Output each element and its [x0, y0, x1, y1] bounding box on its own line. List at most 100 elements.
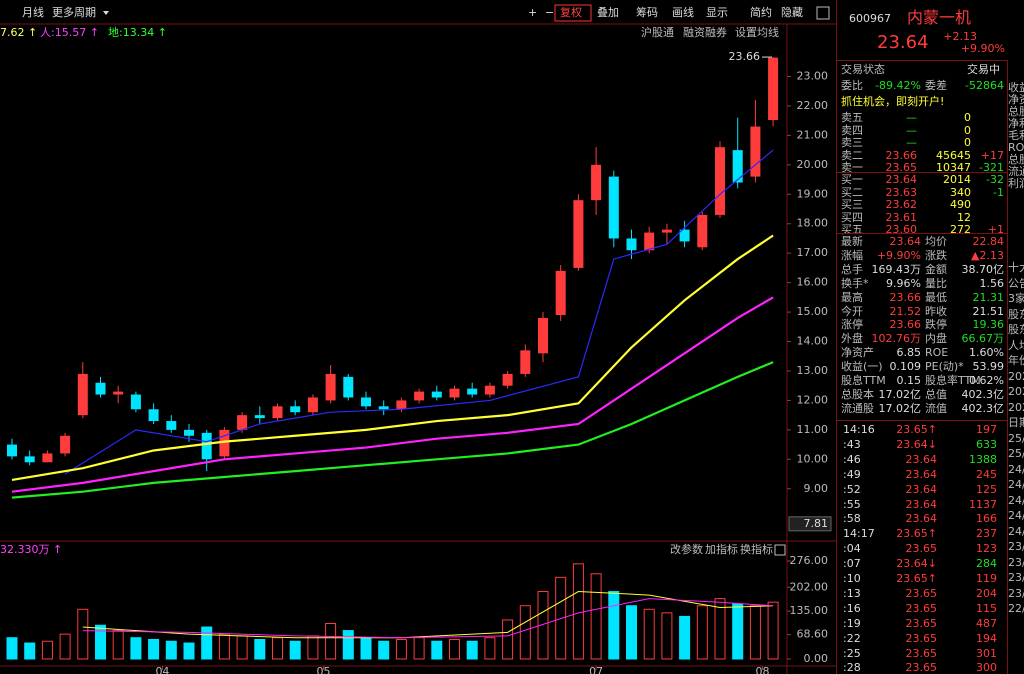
tick-price: 23.65↑	[896, 572, 937, 585]
stat-value: 21.51	[972, 304, 1005, 318]
change-pct: +9.90%	[960, 42, 1005, 55]
tick-volume: 245	[976, 467, 997, 481]
stat-label: PE(动)*	[925, 360, 964, 374]
x-tick-label: 05	[317, 665, 331, 674]
toolbar-button[interactable]: 画线	[672, 5, 694, 19]
label: 委比	[841, 79, 863, 92]
candle-body	[626, 238, 637, 251]
stat-value: 402.3亿	[961, 401, 1005, 415]
volume-bar	[661, 612, 673, 660]
chart-link[interactable]: 设置均线	[735, 25, 779, 39]
stat-value: 0.109	[889, 360, 922, 374]
indicator-link[interactable]: 加指标	[705, 542, 738, 556]
tick-price: 23.64	[905, 452, 938, 466]
book-price: 23.64	[885, 173, 918, 186]
tick-time: :07	[843, 557, 861, 571]
candle-body	[644, 232, 655, 251]
toolbar-button[interactable]: +	[528, 6, 537, 19]
candle-body	[343, 376, 354, 398]
volume-ma-line	[82, 591, 774, 639]
book-volume: 0	[964, 111, 971, 124]
tick-time: :04	[843, 542, 861, 556]
volume-bar	[325, 622, 337, 660]
active-button-frame	[554, 4, 592, 22]
cursor-price: 7.81	[804, 517, 829, 530]
volume-bar	[59, 633, 71, 660]
ma-line	[11, 234, 774, 482]
toolbar-button[interactable]: 隐藏	[781, 6, 803, 19]
stat-value: 169.43万	[871, 262, 922, 276]
book-label: 买五	[841, 223, 863, 236]
tick-volume: 300	[976, 661, 997, 674]
side-label: 人均	[1008, 338, 1024, 352]
candle-body	[414, 391, 425, 401]
volume-bar	[626, 605, 637, 660]
indicator-link[interactable]: 换指标	[740, 542, 773, 556]
candle-body	[467, 388, 478, 395]
toolbar-button[interactable]: 简约	[750, 5, 772, 19]
volume-bar	[342, 630, 354, 660]
side-label: 3家	[1008, 292, 1024, 305]
volume-bar	[537, 591, 549, 660]
book-price: 23.66	[885, 148, 918, 162]
stat-label: 净资产	[841, 346, 874, 360]
chart-link[interactable]: 融资融券	[683, 25, 727, 39]
candle-body	[272, 406, 283, 419]
book-label: 买一	[841, 173, 863, 186]
toolbar-button[interactable]: 显示	[706, 6, 728, 19]
y-tick-label: 11.00	[797, 423, 829, 436]
toolbar-button[interactable]: 复权	[560, 5, 582, 19]
divider	[837, 233, 1007, 234]
side-label: 十大	[1008, 261, 1024, 274]
side-label: 总股	[1008, 153, 1024, 166]
side-label: 24/1	[1008, 462, 1024, 476]
stat-value: 66.67万	[961, 332, 1005, 346]
stat-value: 1.56	[979, 276, 1005, 290]
indicator-link[interactable]: 改参数	[670, 542, 703, 556]
stat-label: 总股本	[841, 387, 874, 401]
side-divider	[1007, 60, 1008, 674]
toolbar-button[interactable]: 筹码	[636, 5, 658, 19]
candle-body	[591, 164, 602, 201]
divider	[837, 420, 1007, 421]
tick-volume: 633	[976, 437, 997, 451]
chart-link[interactable]: 沪股通	[641, 25, 674, 39]
toolbar-button[interactable]: −	[545, 6, 554, 19]
book-label: 卖二	[841, 148, 863, 162]
stat-label: 流值	[925, 401, 947, 415]
side-label: 股东	[1008, 307, 1024, 321]
stat-value: 9.96%	[886, 276, 921, 290]
tick-volume: 166	[976, 512, 997, 526]
toolbar-button[interactable]: 叠加	[597, 6, 619, 19]
volume-bar	[449, 638, 460, 660]
stat-value: 23.64	[889, 235, 922, 248]
stat-label: 涨停	[841, 318, 863, 332]
tick-volume: 115	[976, 601, 997, 615]
tick-time: :58	[843, 512, 861, 526]
candle-body	[750, 126, 761, 177]
period-button[interactable]: 月线	[22, 5, 44, 19]
tick-price: 23.65	[905, 646, 938, 660]
stat-value: 21.52	[889, 304, 922, 318]
y-tick-label: 15.00	[797, 305, 829, 318]
change: +2.13	[943, 30, 977, 43]
tick-price: 23.64↓	[896, 437, 937, 451]
period-button[interactable]: 更多周期	[52, 5, 96, 19]
tick-price: 23.65	[905, 616, 938, 630]
stat-label: ROE	[925, 346, 949, 360]
book-price: —	[906, 123, 917, 137]
volume-bar	[272, 637, 283, 660]
stat-value: 102.76万	[871, 332, 922, 346]
label: 交易状态	[841, 63, 885, 76]
candle-body	[361, 397, 371, 407]
stat-value: +9.90%	[876, 248, 921, 262]
volume-bar	[77, 608, 89, 660]
candle-body	[484, 385, 495, 395]
book-volume: 12	[957, 210, 971, 224]
side-label: 公告	[1008, 276, 1024, 290]
side-label: 23/0	[1008, 555, 1024, 569]
indicator-value: 7.62 ↑	[0, 26, 37, 39]
promo-link[interactable]: 抓住机会，即刻开户!	[841, 95, 945, 108]
side-label: 总股	[1008, 105, 1024, 118]
